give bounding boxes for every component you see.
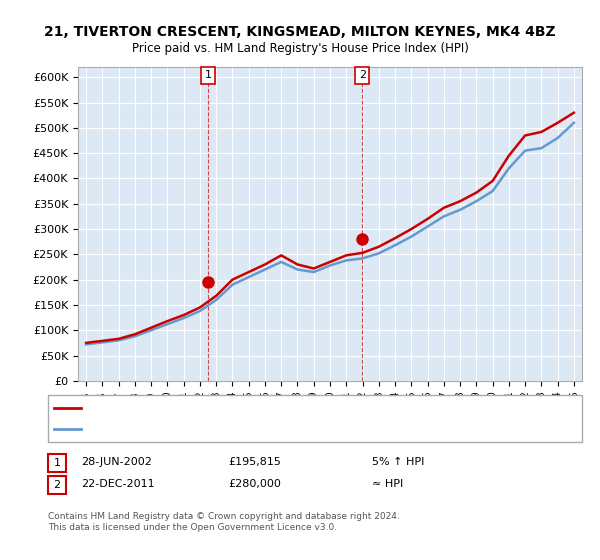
- Text: 5% ↑ HPI: 5% ↑ HPI: [372, 457, 424, 467]
- Text: 21, TIVERTON CRESCENT, KINGSMEAD, MILTON KEYNES, MK4 4BZ: 21, TIVERTON CRESCENT, KINGSMEAD, MILTON…: [44, 25, 556, 39]
- Text: 1: 1: [205, 71, 211, 80]
- Text: £195,815: £195,815: [228, 457, 281, 467]
- Text: 28-JUN-2002: 28-JUN-2002: [81, 457, 152, 467]
- Text: £280,000: £280,000: [228, 479, 281, 489]
- Text: 21, TIVERTON CRESCENT, KINGSMEAD, MILTON KEYNES, MK4 4BZ (detached house): 21, TIVERTON CRESCENT, KINGSMEAD, MILTON…: [87, 403, 497, 413]
- Text: ≈ HPI: ≈ HPI: [372, 479, 403, 489]
- Text: Contains HM Land Registry data © Crown copyright and database right 2024.
This d: Contains HM Land Registry data © Crown c…: [48, 512, 400, 532]
- Text: Price paid vs. HM Land Registry's House Price Index (HPI): Price paid vs. HM Land Registry's House …: [131, 42, 469, 55]
- Text: HPI: Average price, detached house, Milton Keynes: HPI: Average price, detached house, Milt…: [87, 424, 336, 434]
- Text: 2: 2: [359, 71, 366, 80]
- Text: 22-DEC-2011: 22-DEC-2011: [81, 479, 155, 489]
- Text: 1: 1: [53, 458, 61, 468]
- Text: 2: 2: [53, 480, 61, 490]
